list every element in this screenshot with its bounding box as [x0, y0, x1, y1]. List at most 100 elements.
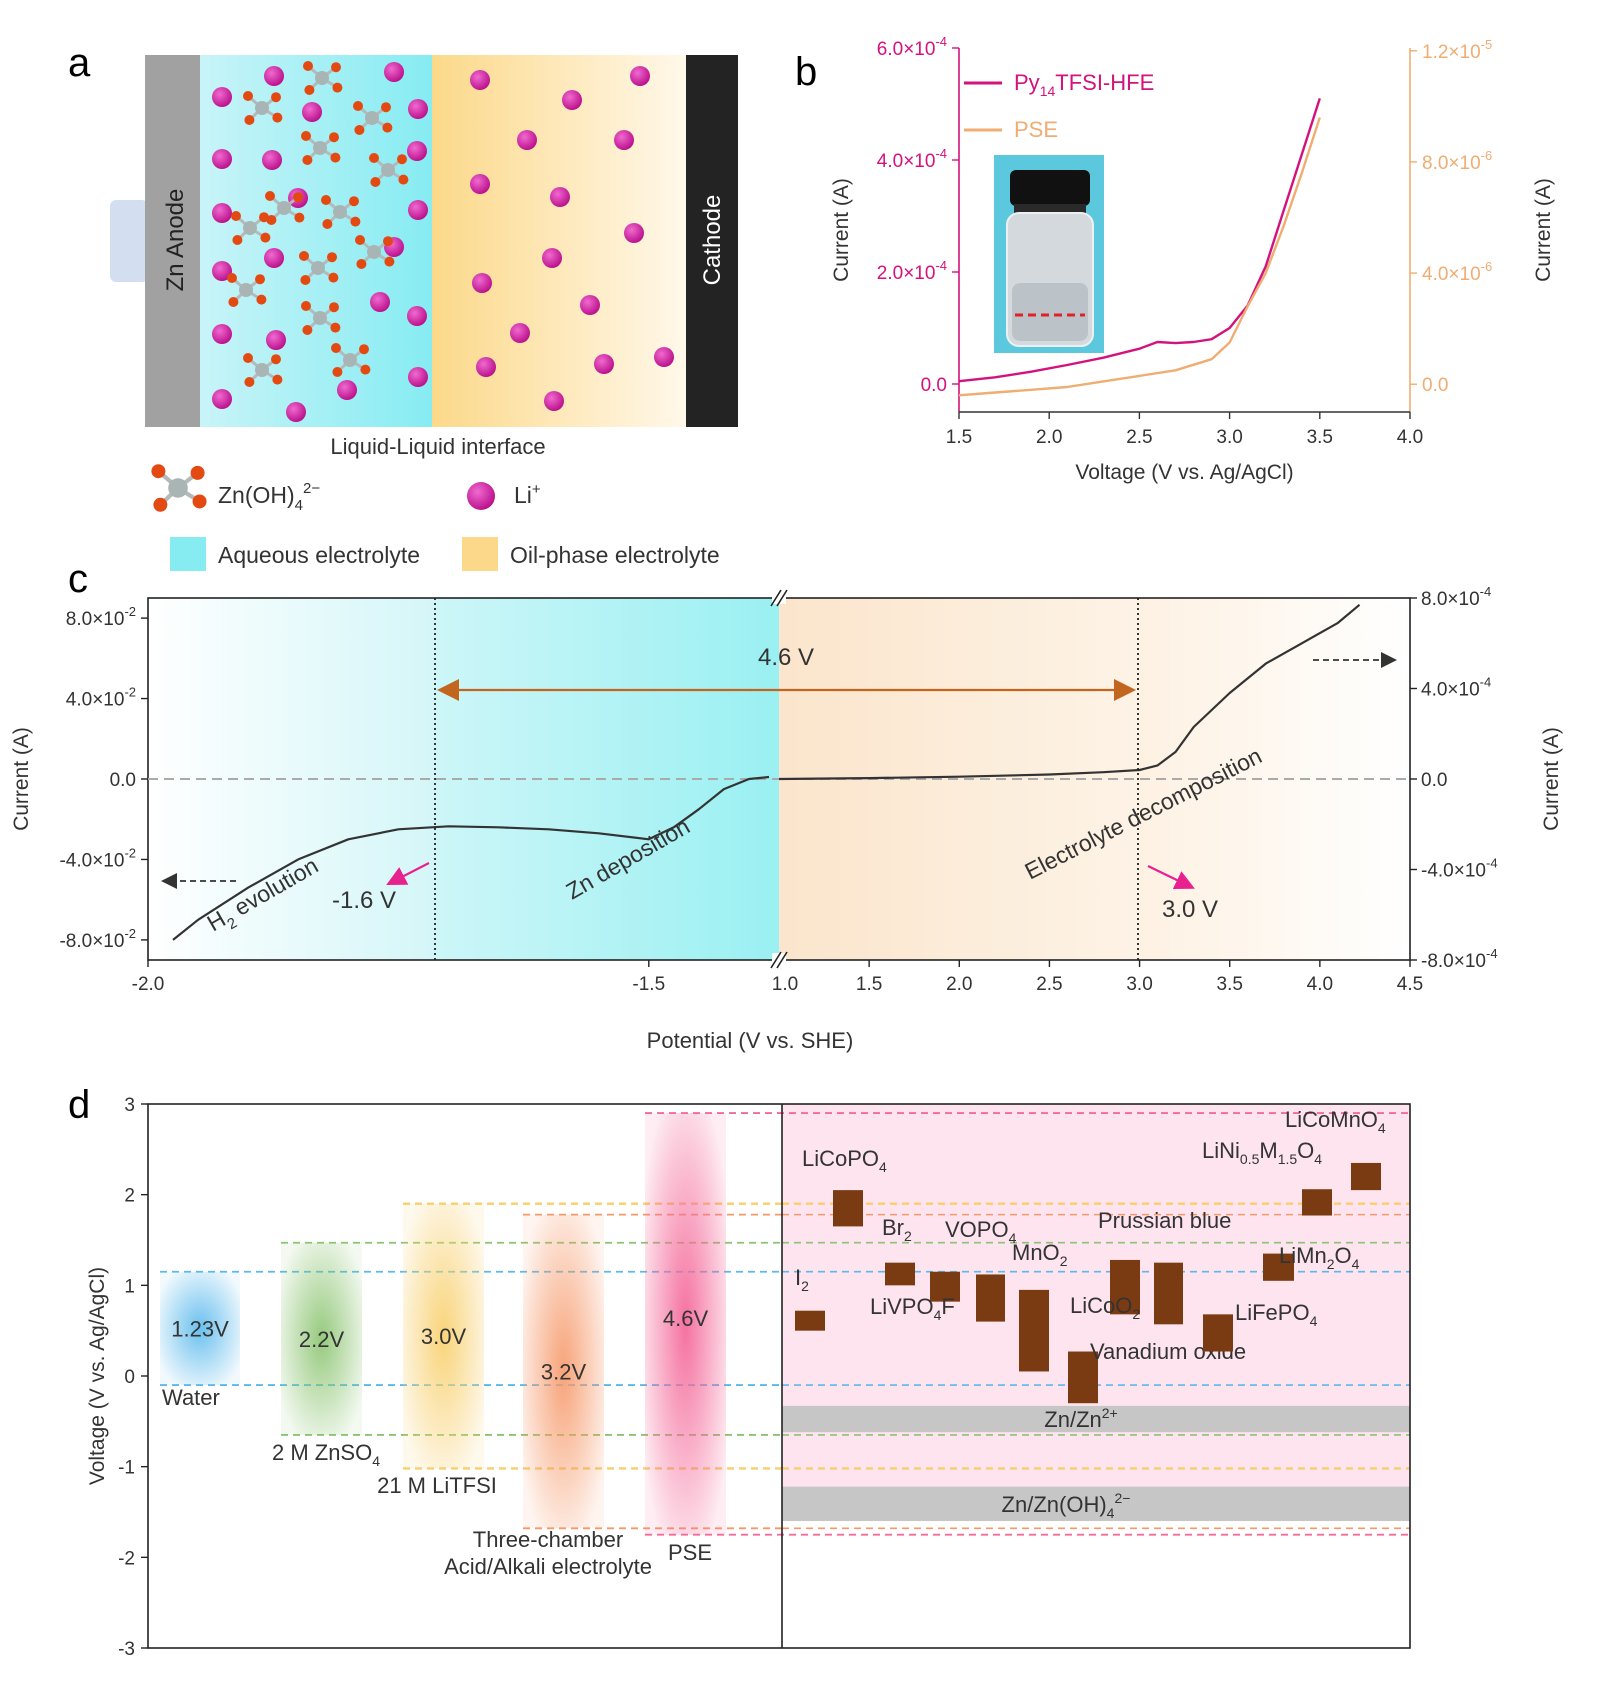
- zincate-ion: [331, 343, 371, 377]
- zincate-ion: [151, 464, 207, 512]
- li-ions-aqueous: [212, 62, 428, 422]
- x-tick-label: 3.0: [1216, 427, 1242, 448]
- zinc-atom: [239, 283, 253, 297]
- y-tick-label: 2: [124, 1186, 135, 1207]
- y-right-tick-label: 0.0: [1421, 770, 1447, 791]
- window-label: PSE: [668, 1540, 712, 1565]
- li-ion: [470, 174, 490, 194]
- oxygen-atom: [398, 174, 409, 185]
- oxygen-atom: [303, 61, 313, 71]
- window-label: 4.6 V: [758, 644, 814, 671]
- oxygen-atom: [232, 235, 243, 245]
- oxygen-atom: [260, 232, 271, 243]
- material-label: Br2: [882, 1215, 912, 1244]
- x-tick-label: 2.0: [946, 974, 972, 995]
- anode-label: Zn Anode: [162, 189, 189, 292]
- material-label: LiCoO2: [1070, 1293, 1140, 1322]
- oxygen-atom: [256, 294, 267, 305]
- zinc-atom: [343, 353, 357, 367]
- oxygen-atom: [383, 236, 393, 247]
- zincate-ion: [355, 235, 395, 269]
- li-ion: [594, 354, 614, 374]
- oxygen-atom: [384, 256, 395, 267]
- li-ion: [370, 292, 390, 312]
- x-tick-label: 3.5: [1307, 427, 1333, 448]
- y-tick-label: 1: [124, 1276, 135, 1297]
- oxygen-atom: [355, 235, 365, 245]
- window-label: Three-chamber: [473, 1527, 623, 1552]
- legend-pse-label: PSE: [1014, 117, 1058, 142]
- vial-neck: [1014, 204, 1086, 214]
- li-ion: [614, 130, 634, 150]
- cathode-materials: LiCoPO4 Br2 VOPO4 I2 LiVPO4F MnO2 Prussian blu…: [795, 1107, 1386, 1404]
- li-ion: [212, 389, 232, 409]
- li-ion: [407, 306, 427, 326]
- zincate-ion: [303, 61, 343, 95]
- li-ion: [212, 261, 232, 281]
- axis-break-marks: [770, 589, 788, 969]
- oil-legend-label: Oil-phase electrolyte: [510, 542, 720, 568]
- material-label: LiMn2O4: [1279, 1243, 1360, 1272]
- material-bar: [1263, 1253, 1294, 1281]
- x-tick-label: 2.5: [1036, 974, 1062, 995]
- panel-d-axes: -3 -2 -1 0 1 2 3 Voltage (V vs. Ag/AgCl): [86, 1095, 1411, 1660]
- oxygen-atom: [151, 464, 166, 479]
- material-bar: [1203, 1314, 1233, 1352]
- zinc-atom: [367, 245, 381, 259]
- oxygen-atom: [227, 273, 237, 283]
- y-left-tick-label: 4.0×10-4: [877, 146, 947, 172]
- oxygen-atom: [153, 497, 168, 512]
- zinc-atom: [243, 221, 257, 235]
- series-line: [172, 775, 770, 941]
- oxygen-atom: [332, 367, 343, 377]
- oxygen-atom: [322, 219, 333, 229]
- material-bar: [976, 1274, 1005, 1322]
- zincate-ion: [243, 91, 283, 125]
- couple-label: Zn/Zn(OH)42−: [1002, 1490, 1131, 1521]
- li-ion: [470, 70, 490, 90]
- window-bar: [645, 1113, 726, 1535]
- y-right-tick-label: 4.0×10-4: [1421, 675, 1491, 701]
- x-tick-label: 3.5: [1217, 974, 1243, 995]
- zinc-atom: [313, 141, 327, 155]
- window-label: Water: [162, 1385, 220, 1410]
- panel-b-curves: [958, 98, 1321, 397]
- zinc-atom: [381, 163, 395, 177]
- oxygen-atom: [271, 92, 281, 103]
- anode-tab: [110, 200, 148, 282]
- zinc-atom: [255, 363, 269, 377]
- material-label: VOPO4: [945, 1217, 1017, 1246]
- zinc-atom: [365, 111, 379, 125]
- series-line: [958, 117, 1321, 397]
- oxygen-atom: [272, 374, 283, 385]
- material-label: LiVPO4F: [870, 1294, 955, 1323]
- material-bar: [1302, 1189, 1332, 1216]
- y-tick-label: -3: [118, 1639, 135, 1660]
- panel-b-letter: b: [795, 50, 817, 94]
- material-bar: [833, 1190, 863, 1227]
- oxygen-atom: [327, 252, 337, 263]
- li-ion: [212, 324, 232, 344]
- right-limit-arrow: [1147, 865, 1195, 890]
- li-ion: [630, 66, 650, 86]
- oxygen-atom: [360, 364, 371, 375]
- zincate-ion: [301, 301, 341, 335]
- zincate-ion: [265, 191, 305, 225]
- y-axis-right-label: Current (A): [1540, 727, 1563, 831]
- oxygen-atom: [304, 85, 315, 95]
- oxygen-atom: [243, 91, 253, 101]
- oxygen-atom: [265, 191, 275, 201]
- y-tick-label: -1: [118, 1458, 135, 1479]
- y-left-tick-label: 2.0×10-4: [877, 258, 947, 284]
- li-ion: [654, 347, 674, 367]
- cathode: [686, 55, 738, 427]
- window-value: 4.6V: [663, 1306, 709, 1331]
- material-bar: [885, 1262, 915, 1286]
- y-left-tick-label: 8.0×10-2: [66, 604, 136, 630]
- x-axis-label: Potential (V vs. SHE): [647, 1028, 854, 1053]
- y-axis-left-label: Current (A): [10, 727, 33, 831]
- oxygen-atom: [321, 195, 331, 205]
- y-tick-label: 0: [124, 1367, 135, 1388]
- li-ion: [302, 102, 322, 122]
- zinc-atom: [168, 478, 188, 498]
